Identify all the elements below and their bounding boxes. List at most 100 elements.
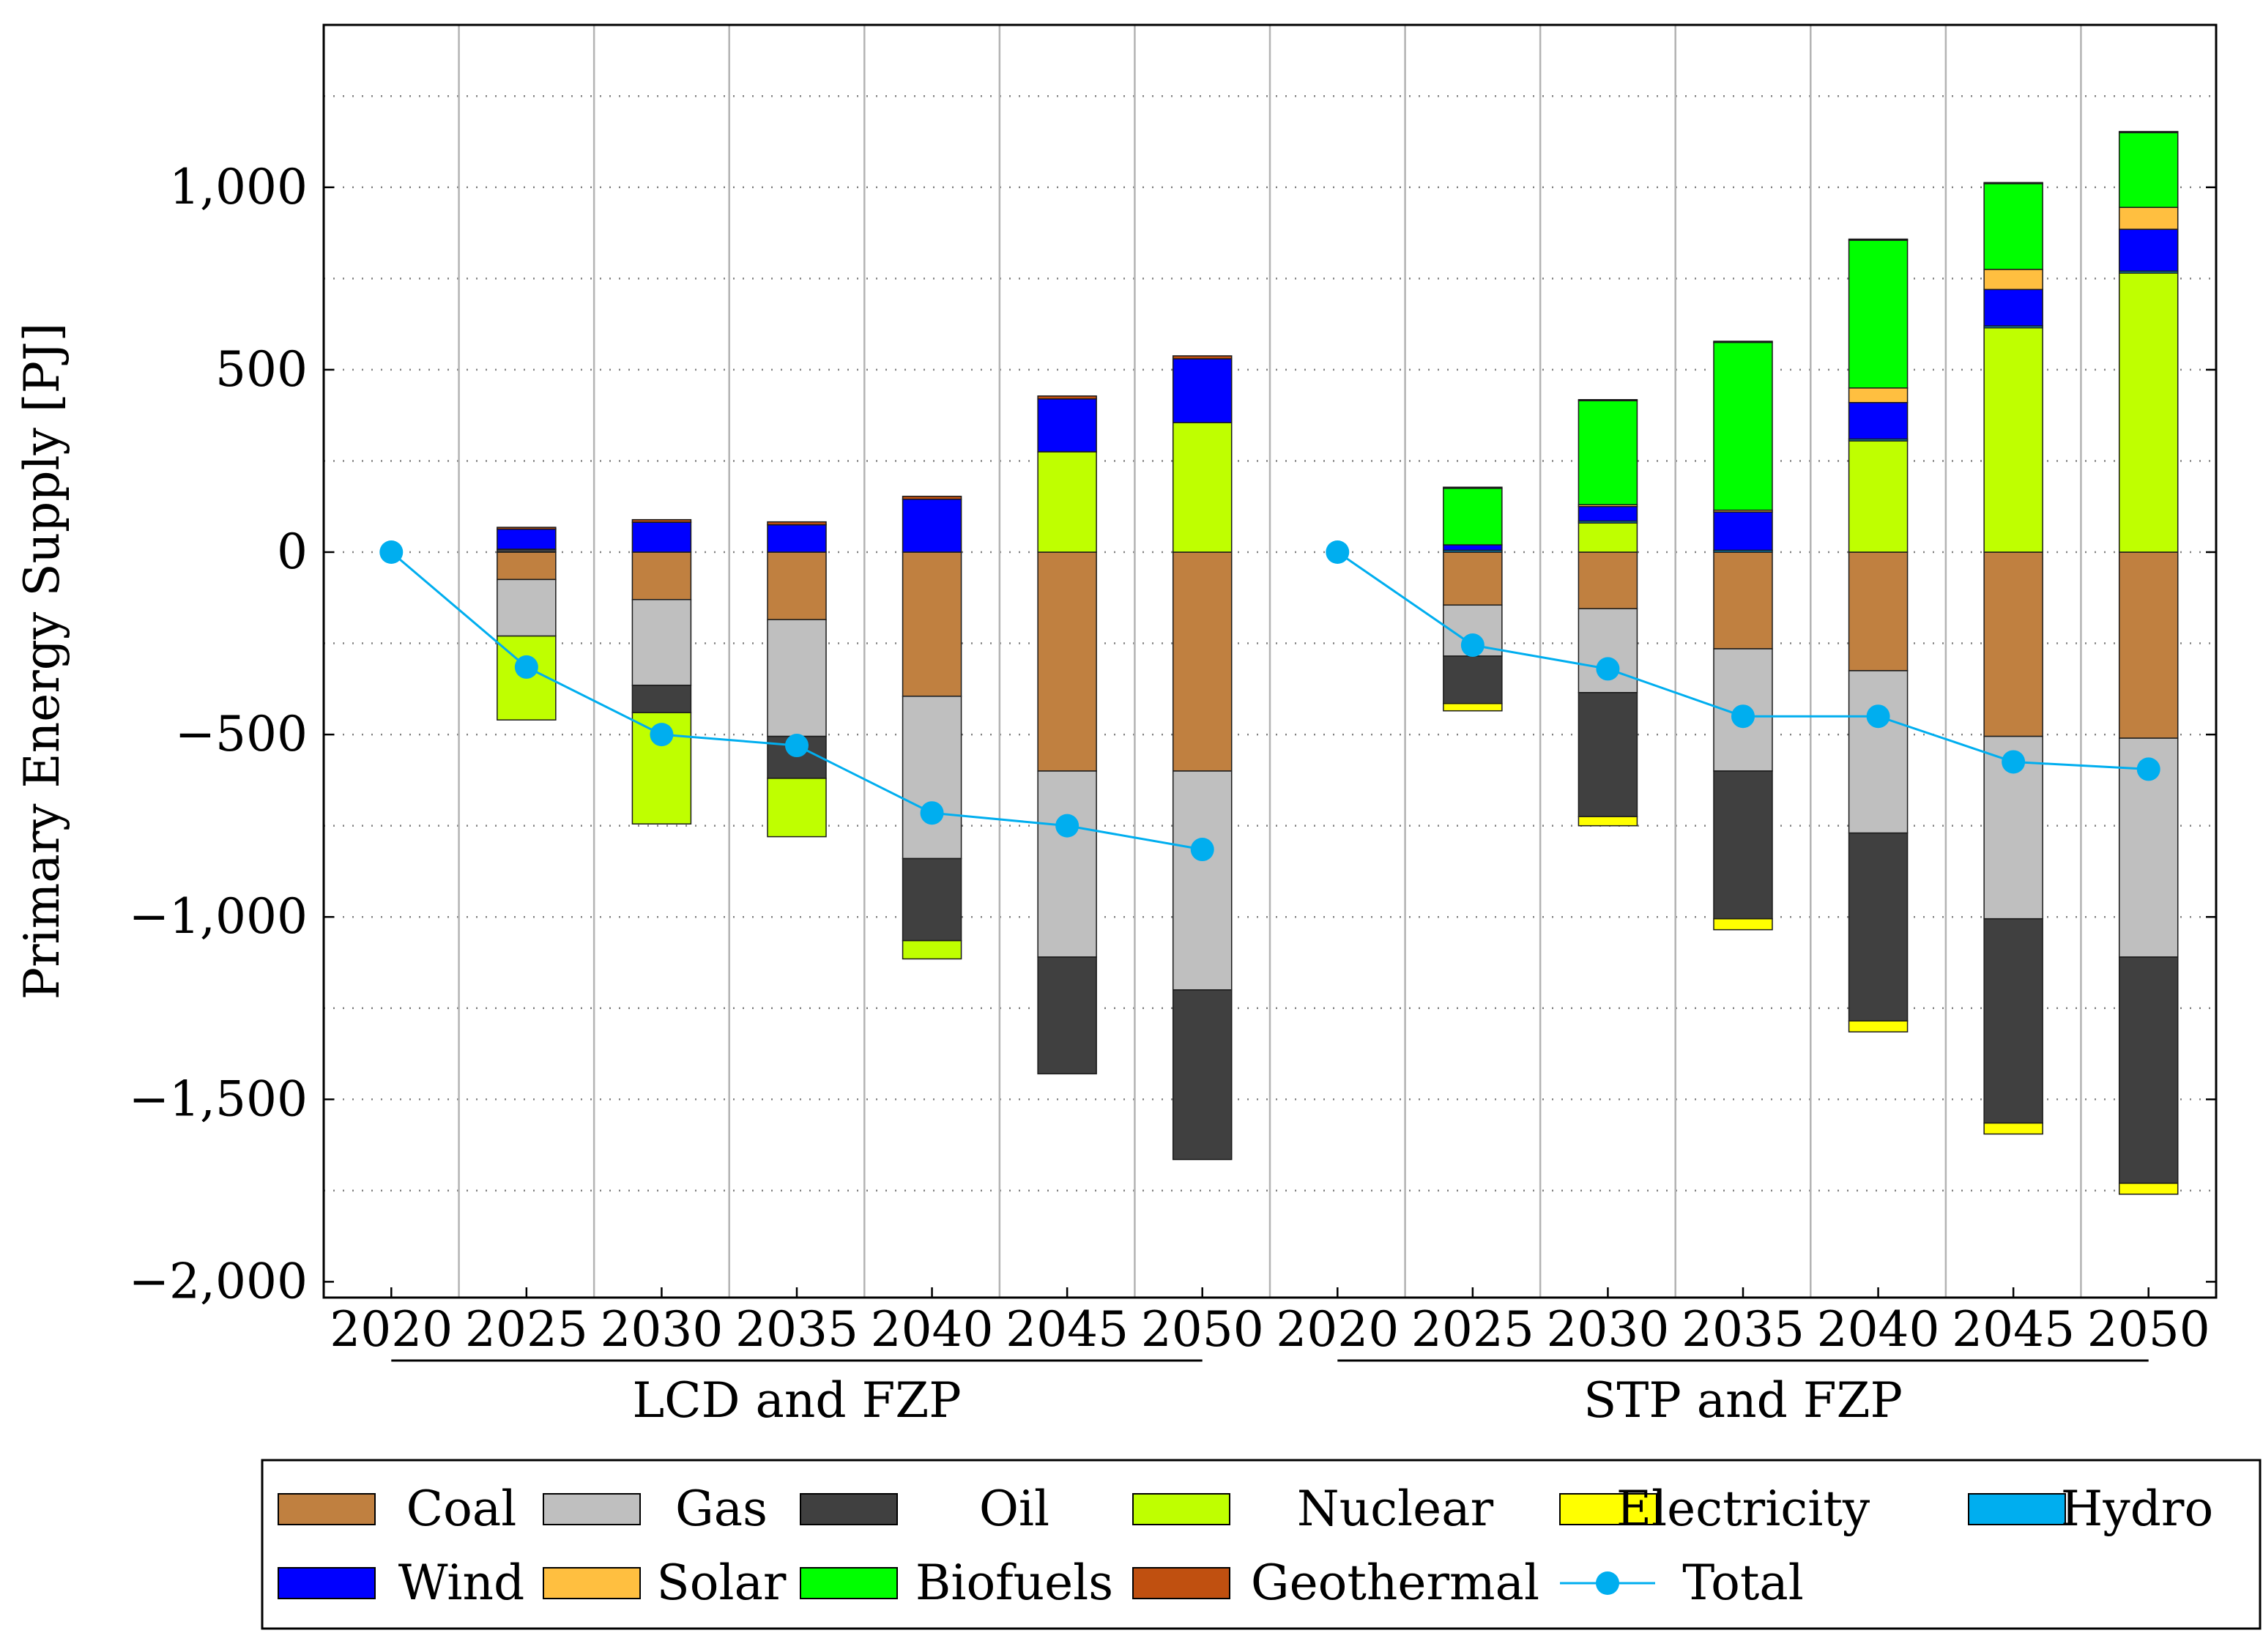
bar-segment-oil — [1713, 770, 1773, 920]
y-axis-title: Primary Energy Supply [PJ] — [14, 323, 70, 1000]
total-point — [1866, 704, 1890, 729]
bar-segment-solar — [2118, 206, 2179, 230]
bar-segment-nuclear — [1848, 440, 1909, 553]
bar-segment-wind — [497, 528, 557, 550]
bar-segment-coal — [1443, 551, 1503, 606]
total-point — [1731, 704, 1755, 729]
bar-segment-electricity — [2118, 1183, 2179, 1195]
x-tick-label: 2020 — [1276, 1301, 1399, 1358]
bar-segment-nuclear — [1172, 422, 1233, 553]
legend-label: Solar — [657, 1555, 787, 1611]
bar-segment-oil — [1578, 692, 1638, 817]
x-tick-label: 2045 — [1952, 1301, 2075, 1358]
y-tick-label: 0 — [277, 524, 308, 580]
bar-segment-wind — [1848, 401, 1909, 440]
legend-swatch-total — [1596, 1571, 1619, 1595]
legend-swatch-wind — [278, 1567, 376, 1599]
total-point — [920, 801, 944, 825]
bar-segment-geothermal — [1848, 238, 1909, 241]
x-tick-label: 2030 — [1546, 1301, 1669, 1358]
legend-label: Gas — [675, 1481, 768, 1537]
bar-segment-gas — [497, 578, 557, 637]
bar-segment-wind — [767, 524, 827, 553]
x-tick-label: 2020 — [330, 1301, 453, 1358]
bar-segment-gas — [767, 619, 827, 737]
bar-segment-oil — [902, 857, 962, 942]
y-tick-label: −500 — [175, 706, 308, 762]
x-tick-label: 2040 — [1817, 1301, 1940, 1358]
bar-segment-oil — [1848, 832, 1909, 1022]
total-point — [2136, 757, 2160, 781]
total-point — [379, 540, 404, 564]
legend-label: Oil — [979, 1481, 1049, 1537]
legend-swatch-oil — [800, 1493, 898, 1525]
bar-segment-oil — [1172, 989, 1233, 1161]
bar-segment-solar — [1848, 387, 1909, 403]
legend-frame — [261, 1459, 2262, 1630]
plot-frame — [322, 23, 2218, 1299]
bar-segment-coal — [1037, 551, 1097, 772]
x-tick-label: 2025 — [1411, 1301, 1534, 1358]
bar-segment-geothermal — [1172, 355, 1233, 360]
bar-segment-biofuels — [1983, 183, 2043, 270]
bar-segment-wind — [1578, 505, 1638, 522]
legend-label: Biofuels — [915, 1555, 1113, 1611]
bar-segment-biofuels — [1713, 341, 1773, 511]
x-tick-label: 2030 — [600, 1301, 723, 1358]
bar-segment-geothermal — [2118, 130, 2179, 133]
total-point — [1460, 633, 1484, 658]
y-tick-label: −1,000 — [129, 888, 308, 945]
bar-segment-geothermal — [1713, 341, 1773, 343]
bar-segment-coal — [1578, 551, 1638, 609]
bar-segment-gas — [1037, 770, 1097, 958]
total-point — [785, 734, 809, 758]
bar-segment-gas — [902, 696, 962, 860]
bar-segment-wind — [2118, 228, 2179, 272]
bar-segment-oil — [1983, 918, 2043, 1124]
bar-segment-wind — [1443, 544, 1503, 551]
legend-swatch-gas — [543, 1493, 641, 1525]
bar-segment-nuclear — [1578, 522, 1638, 553]
legend-label: Coal — [406, 1481, 517, 1537]
legend-swatch-hydro — [1968, 1493, 2066, 1525]
x-tick-label: 2050 — [2087, 1301, 2210, 1358]
bar-segment-electricity — [1713, 918, 1773, 931]
x-tick-label: 2035 — [1682, 1301, 1805, 1358]
bar-segment-biofuels — [2118, 132, 2179, 208]
x-tick-label: 2040 — [871, 1301, 994, 1358]
bar-segment-oil — [2118, 956, 2179, 1184]
legend-swatch-nuclear — [1132, 1493, 1230, 1525]
legend-label: Wind — [398, 1555, 525, 1611]
bar-segment-geothermal — [1983, 182, 2043, 185]
y-tick-label: 1,000 — [169, 159, 308, 215]
bar-segment-coal — [767, 551, 827, 620]
bar-segment-geothermal — [1578, 399, 1638, 401]
grid-layer — [324, 25, 2216, 1298]
bar-segment-coal — [631, 551, 692, 600]
legend-swatch-coal — [278, 1493, 376, 1525]
x-tick-label: 2035 — [735, 1301, 858, 1358]
legend-swatch-electricity — [1559, 1493, 1657, 1525]
bar-segment-wind — [631, 521, 692, 553]
total-point — [1190, 838, 1214, 862]
legend-label: Hydro — [2061, 1481, 2213, 1537]
legend-label: Electricity — [1616, 1481, 1870, 1537]
bar-segment-electricity — [1848, 1020, 1909, 1032]
bar-segment-coal — [2118, 551, 2179, 739]
bar-segment-geothermal — [1443, 486, 1503, 489]
bar-segment-biofuels — [1578, 400, 1638, 505]
total-point — [650, 723, 674, 747]
bar-segment-oil — [1443, 655, 1503, 704]
bar-segment-nuclear — [1037, 451, 1097, 553]
total-point — [2002, 750, 2026, 774]
legend-label: Total — [1682, 1555, 1804, 1611]
x-tick-label: 2050 — [1141, 1301, 1264, 1358]
bar-segment-biofuels — [1848, 239, 1909, 389]
total-point — [1055, 814, 1080, 838]
legend-label: Geothermal — [1251, 1555, 1539, 1611]
legend-swatch-biofuels — [800, 1567, 898, 1599]
total-point — [1596, 657, 1620, 681]
bar-segment-coal — [1713, 551, 1773, 650]
